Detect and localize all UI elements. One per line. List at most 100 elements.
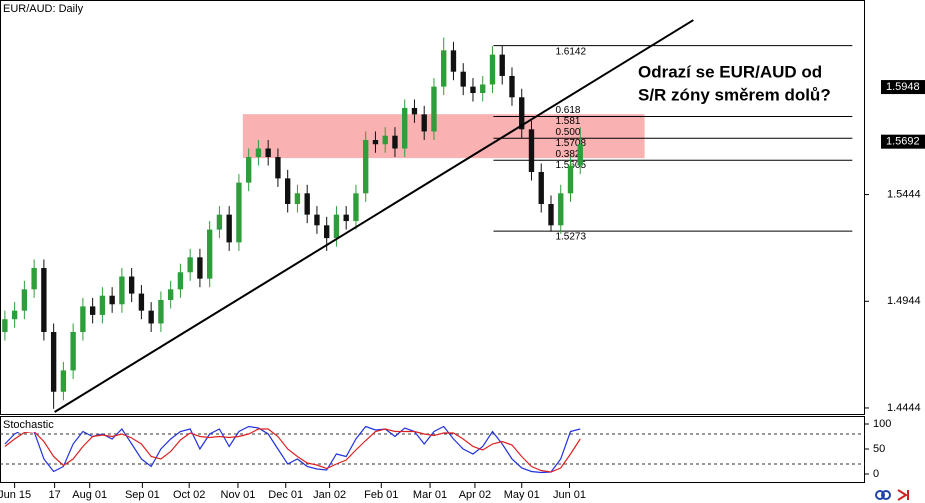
indicator-name: Stochastic xyxy=(3,419,54,431)
fib-price: 1.5708 xyxy=(555,138,586,149)
candle-body xyxy=(197,257,203,279)
candle-body xyxy=(216,214,223,230)
candle-body xyxy=(128,276,135,294)
y-tick-label: 1.4944 xyxy=(887,295,921,307)
candle-body xyxy=(236,182,242,243)
candle-body xyxy=(41,267,47,332)
candle-body xyxy=(382,135,388,145)
candle-body xyxy=(489,54,496,85)
icon[interactable] xyxy=(875,490,885,500)
candle-body xyxy=(31,267,37,290)
x-tick-label: Oct 02 xyxy=(173,489,205,501)
stoch-tick-label: 0 xyxy=(873,468,879,480)
candle-body xyxy=(89,306,96,315)
stoch-tick-label: 50 xyxy=(873,443,885,455)
candle-body xyxy=(509,75,515,98)
candle-body xyxy=(80,306,86,332)
annotation: Odrazí se EUR/AUD od xyxy=(638,62,822,81)
candle-body xyxy=(99,295,106,315)
candle-body xyxy=(441,50,447,87)
candle-body xyxy=(470,86,476,94)
candle-body xyxy=(21,289,28,311)
icon[interactable] xyxy=(897,489,909,501)
candle-body xyxy=(499,54,505,76)
candle-body xyxy=(294,193,301,204)
candle-body xyxy=(50,332,57,392)
stoch-line xyxy=(4,428,581,473)
candle-body xyxy=(255,148,262,158)
x-tick-label: Apr 02 xyxy=(459,489,491,501)
toolbar-icons[interactable] xyxy=(875,489,909,501)
candle-body xyxy=(577,144,583,166)
candle-body xyxy=(480,84,486,94)
fib-price: 1.581 xyxy=(555,116,580,127)
candle-body xyxy=(519,97,525,130)
fib-ratio: 0.500 xyxy=(555,127,580,138)
candle-body xyxy=(226,214,232,243)
sr-zone xyxy=(242,114,645,159)
candle-body xyxy=(138,293,145,311)
candle-body xyxy=(119,276,125,305)
chart-title: EUR/AUD: Daily xyxy=(3,3,84,15)
candle-body xyxy=(431,86,437,132)
candle-body xyxy=(304,193,310,215)
candle-body xyxy=(402,107,408,149)
x-tick-label: Sep 01 xyxy=(125,489,160,501)
fib-label: 1.6142 xyxy=(555,46,586,57)
indicator-label-bg xyxy=(1,418,57,432)
candle-body xyxy=(265,148,271,158)
candle-body xyxy=(285,178,291,204)
y-tick-label: 1.4444 xyxy=(887,402,921,414)
candle-body xyxy=(187,257,193,273)
candle-body xyxy=(567,165,574,194)
candle-body xyxy=(411,107,418,115)
fib-ratio: 0.618 xyxy=(555,105,580,116)
x-tick-label: Jan 02 xyxy=(313,489,346,501)
indicator-panel xyxy=(0,416,865,483)
candle-body xyxy=(324,225,330,239)
candle-body xyxy=(538,171,544,204)
candle-body xyxy=(11,310,18,320)
candle-body xyxy=(275,157,281,179)
candle-body xyxy=(460,71,466,87)
fib-label: 1.5273 xyxy=(555,232,586,243)
candle-body xyxy=(343,214,349,222)
y-tick-label: 1.5444 xyxy=(887,188,921,200)
candle-body xyxy=(206,229,213,279)
stoch-tick-label: 100 xyxy=(873,418,891,430)
candle-body xyxy=(548,203,554,226)
price-marker xyxy=(881,80,925,95)
x-tick-label: Aug 01 xyxy=(72,489,107,501)
candle-body xyxy=(372,139,379,145)
price-marker-label: 1.5948 xyxy=(886,81,920,93)
stoch-line xyxy=(4,425,581,474)
fib-ratio: 0.382 xyxy=(555,149,580,160)
x-tick-label: 17 xyxy=(48,489,60,501)
annotation: S/R zóny směrem dolů? xyxy=(638,85,831,104)
candle-body xyxy=(167,289,174,300)
candle-body xyxy=(70,332,76,371)
candle-body xyxy=(109,295,115,305)
candle-body xyxy=(158,299,164,324)
price-panel xyxy=(0,0,865,415)
x-tick-label: Mar 01 xyxy=(413,489,447,501)
x-tick-label: Nov 01 xyxy=(221,489,256,501)
candle-body xyxy=(392,135,398,149)
candle-body xyxy=(528,129,535,172)
candle-body xyxy=(177,272,184,290)
candle-body xyxy=(245,157,252,183)
price-marker xyxy=(881,134,925,149)
candle-body xyxy=(2,319,8,332)
x-tick-label: Dec 01 xyxy=(268,489,303,501)
candle-body xyxy=(333,214,340,239)
candle-body xyxy=(450,50,457,72)
candle-body xyxy=(558,193,564,226)
price-marker-label: 1.5692 xyxy=(886,136,920,148)
title-bg xyxy=(1,1,89,16)
candle-body xyxy=(148,310,154,324)
x-tick-label: Feb 01 xyxy=(364,489,398,501)
icon[interactable] xyxy=(881,490,891,500)
candle-body xyxy=(421,114,427,132)
